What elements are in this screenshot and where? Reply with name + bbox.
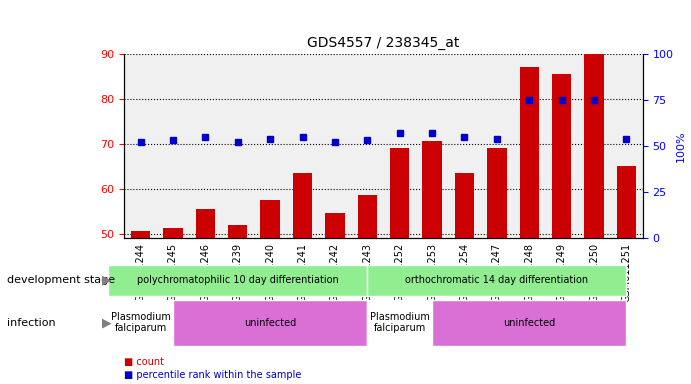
Title: GDS4557 / 238345_at: GDS4557 / 238345_at — [307, 36, 460, 50]
Text: ▶: ▶ — [102, 316, 112, 329]
Bar — [422, 141, 442, 384]
Text: uninfected: uninfected — [244, 318, 296, 328]
Text: polychromatophilic 10 day differentiation: polychromatophilic 10 day differentiatio… — [137, 275, 339, 285]
Bar — [390, 148, 409, 384]
Bar — [487, 148, 507, 384]
Text: uninfected: uninfected — [503, 318, 556, 328]
Text: Plasmodium
falciparum: Plasmodium falciparum — [370, 312, 430, 333]
Text: orthochromatic 14 day differentiation: orthochromatic 14 day differentiation — [406, 275, 589, 285]
Text: infection: infection — [7, 318, 55, 328]
Bar — [325, 214, 345, 384]
Text: development stage: development stage — [7, 275, 115, 285]
Bar — [228, 225, 247, 384]
Bar — [552, 74, 571, 384]
Bar — [585, 54, 604, 384]
Text: ■ percentile rank within the sample: ■ percentile rank within the sample — [124, 370, 302, 380]
Text: ▶: ▶ — [102, 274, 112, 287]
Bar — [293, 173, 312, 384]
Y-axis label: 100%: 100% — [676, 130, 686, 162]
Bar — [358, 195, 377, 384]
Text: ■ count: ■ count — [124, 357, 164, 367]
Bar — [163, 228, 182, 384]
Bar — [520, 67, 539, 384]
Bar — [616, 166, 636, 384]
Bar — [261, 200, 280, 384]
Bar — [455, 173, 474, 384]
Bar — [196, 209, 215, 384]
Bar — [131, 231, 150, 384]
Text: Plasmodium
falciparum: Plasmodium falciparum — [111, 312, 171, 333]
